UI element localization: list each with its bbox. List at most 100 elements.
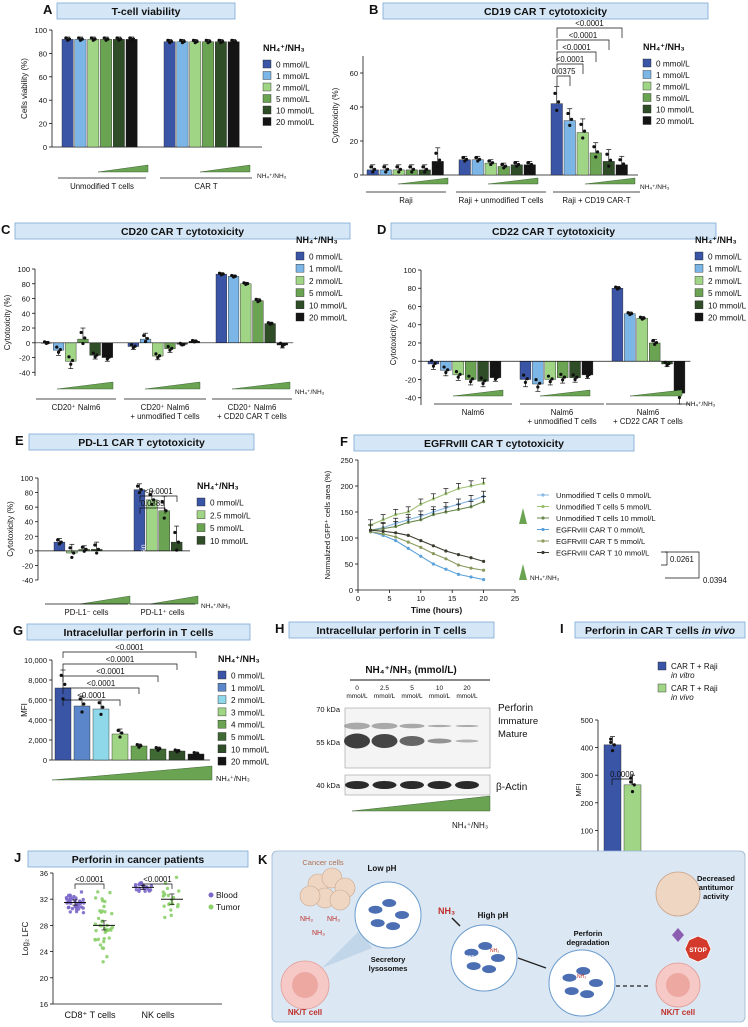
data-dot-b [372,167,377,171]
bar-b-2-0 [550,103,563,176]
data-dot-d [430,359,434,363]
y-tick-label-j: 24 [40,948,48,957]
y-tick-label-e: 20 [25,532,33,541]
data-dot-b [579,122,583,126]
legend-label-g-1: 1 mmol/L [231,684,265,693]
panel-title-b: CD19 CAR T cytotoxicity [484,6,607,18]
scatter-point-j-0-0 [64,897,69,901]
concentration-triangle-d2 [539,389,591,397]
legend-swatch-g-0 [217,670,227,680]
significance-label-b: <0.0001 [562,43,590,52]
bar-b-2-1 [563,120,576,176]
panel-title-g: Intracelullar perforin in T cells [64,627,214,639]
legend-label-c-5: 20 mmol/L [309,314,348,323]
data-dot-d [538,381,542,385]
perforin-blob-0 [382,899,397,908]
y-tick-label-f: 50 [345,560,353,569]
panel-title-box-f [353,434,635,452]
bar-c-2-4 [264,323,276,343]
bar-d-0-3 [465,361,477,380]
y-tick-label-f: 100 [340,534,353,543]
legend-label-d-5: 20 mmol/L [708,314,747,323]
y-tick-label-i: 100 [580,826,593,835]
bar-d-0-4 [477,361,489,382]
data-dot-d [479,376,483,380]
legend-marker-f-1 [541,504,545,509]
y-tick-label-c: 20 [22,324,30,333]
legend-label-b-0: 0 mmol/L [656,60,690,69]
series-point-f-5 [406,533,410,538]
legend-swatch-g-6 [217,744,227,753]
data-dot-g [97,701,101,705]
data-dot-d [470,377,475,381]
data-dot-b [529,162,534,167]
y-tick-label-j: 20 [40,974,48,983]
data-dot-b [595,150,600,154]
legend-swatch-c-0 [295,251,305,261]
legend-label-e-0: 0 mmol/L [210,499,244,508]
y-axis-label-g: MFI [20,703,29,717]
group-label-d-2: + CD22 CAR T cells [613,417,683,426]
significance-label-j: <0.0001 [143,875,171,884]
blot-band-mature-0 [344,733,370,749]
blot-band-mature-1 [371,734,398,748]
nkt-cell-right-nucleus [666,973,690,997]
legend-title-c: NH₄⁺/NH₃ [296,235,338,245]
scatter-point-j-0-1 [96,937,101,942]
scatter-point-j-0-0 [79,905,84,909]
legend-label-g-6: 10 mmol/L [231,745,270,754]
data-dot-d [562,375,567,379]
scatter-point-j-0-0 [74,896,78,900]
data-dot-b [464,157,469,161]
y-tick-label-i: 500 [580,716,593,725]
legend-label-b-1: 1 mmol/L [656,71,690,80]
panel-title-box-i [574,621,746,639]
panel-title-box-b [382,2,709,20]
data-dot-b [421,165,425,169]
series-point-f-2 [394,524,398,529]
data-dot-e [70,555,74,560]
stop-sign-icon [684,935,712,963]
triangle-label-f: NH₄⁺/NH₃ [530,575,560,582]
label-nh3-small-a: NH₃ [490,948,499,954]
significance-label-g: <0.0001 [77,691,105,700]
data-dot-b [621,162,626,166]
nkt-cell-left-nucleus [292,972,318,998]
legend-swatch-b-3 [642,93,652,102]
bar-a-0-4 [112,39,125,148]
significance-label-b: <0.0001 [575,19,603,28]
data-dot-d [584,371,588,375]
label-nh3-a: NH₃ [300,916,313,923]
scatter-point-j-1-1 [169,913,173,918]
group-label-c-2: CD20⁺ Nalm6 [228,403,277,412]
blot-label-mature: Mature [498,729,528,740]
data-dot-a [106,37,110,41]
legend-label-c-1: 1 mmol/L [309,265,343,274]
data-dot-a [67,37,72,41]
significance-bracket-b [556,39,610,50]
data-dot-c [278,341,283,345]
data-dot-g [63,682,67,687]
scatter-point-j-0-0 [79,890,84,894]
data-dot-g [196,752,200,756]
legend-label-f-1: Unmodified T cells 5 mmol/L [556,503,652,512]
data-dot-b [369,165,373,169]
legend-marker-f-5 [541,550,545,555]
data-dot-d [617,286,621,290]
data-dot-d [651,339,655,343]
data-dot-b [395,165,399,169]
y-tick-label-g: 10,000 [24,656,47,665]
group-label-d-0: Nalm6 [462,408,485,417]
legend-label-a-3: 5 mmol/L [276,95,310,104]
data-dot-a [191,38,196,42]
legend-swatch-a-2 [262,82,272,92]
panel-title-e: PD-L1 CAR T cytotoxicity [78,437,205,449]
data-dot-d [467,374,471,378]
data-dot-b [384,170,388,174]
x-axis-label-f: Time (hours) [411,605,462,615]
panel-title-j: Perforin in cancer patients [72,854,205,866]
series-point-f-4 [394,535,398,539]
data-dot-e [152,498,156,502]
significance-bracket-g [62,699,121,706]
data-dot-d [587,372,591,377]
